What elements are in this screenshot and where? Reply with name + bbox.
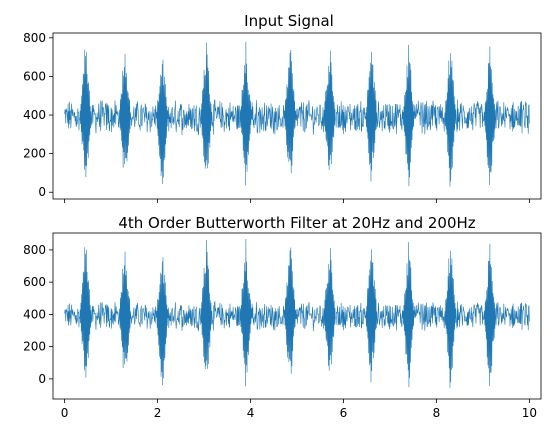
y-tick-label: 200	[23, 147, 46, 161]
y-tick-label: 600	[23, 69, 46, 83]
x-tick-label: 4	[247, 406, 255, 420]
y-tick-label: 400	[23, 108, 46, 122]
chart-title-butterworth-filter: 4th Order Butterworth Filter at 20Hz and…	[118, 214, 475, 232]
x-tick-label: 10	[522, 406, 537, 420]
y-tick-label: 800	[23, 243, 46, 257]
y-tick-label: 200	[23, 340, 46, 354]
x-tick-label: 2	[154, 406, 162, 420]
y-tick-label: 0	[38, 372, 46, 386]
y-tick-label: 800	[23, 31, 46, 45]
y-tick-label: 0	[38, 185, 46, 199]
chart-title-input-signal: Input Signal	[244, 12, 334, 30]
y-tick-label: 600	[23, 275, 46, 289]
y-tick-label: 400	[23, 307, 46, 321]
x-tick-label: 8	[433, 406, 441, 420]
x-tick-label: 6	[340, 406, 348, 420]
x-tick-label: 0	[61, 406, 69, 420]
